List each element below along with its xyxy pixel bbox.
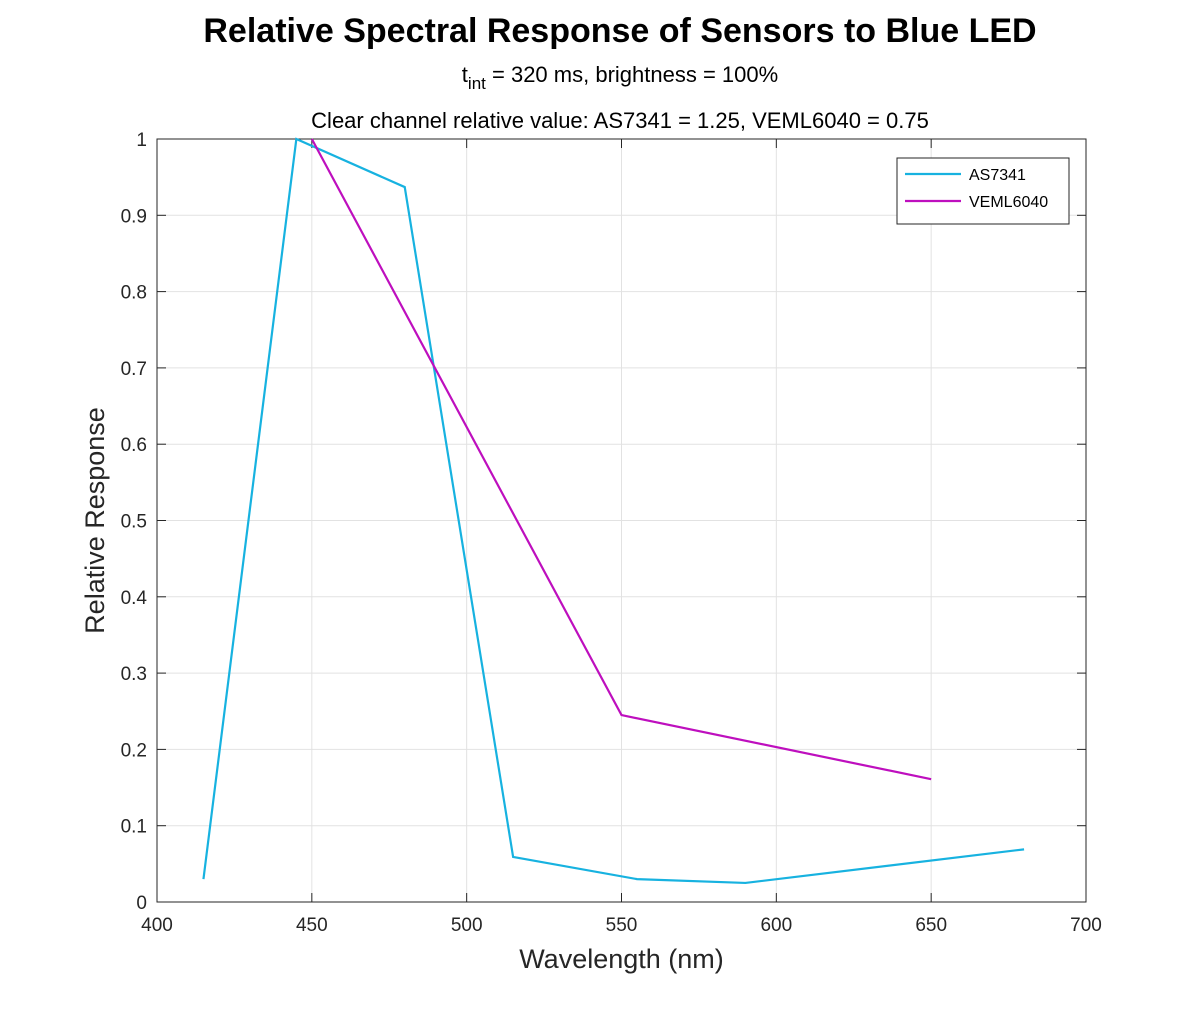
y-tick-label: 0.8 bbox=[121, 283, 147, 304]
y-tick-label: 1 bbox=[136, 130, 147, 151]
tick-marks bbox=[156, 138, 1087, 903]
grid-lines bbox=[157, 139, 1086, 902]
y-axis-label: Relative Response bbox=[80, 407, 110, 634]
legend-label: VEML6040 bbox=[969, 194, 1048, 211]
tick-labels: 400 450 500 550 600 650 700 0 0.1 0.2 0.3 0.4 0.5 0.6… bbox=[121, 130, 1102, 936]
y-tick-label: 0 bbox=[136, 893, 147, 914]
chart-title: Relative Spectral Response of Sensors to… bbox=[203, 12, 1037, 50]
series-line-as7341 bbox=[202, 137, 1025, 885]
y-tick-label: 0.1 bbox=[121, 817, 147, 838]
legend: AS7341 VEML6040 bbox=[896, 157, 1070, 225]
series-lines bbox=[202, 137, 1025, 885]
chart-subtitle-integration: tint = 320 ms, brightness = 100% bbox=[0, 62, 1200, 94]
x-tick-label: 550 bbox=[606, 915, 638, 936]
y-tick-label: 0.7 bbox=[121, 359, 147, 380]
y-tick-label: 0.4 bbox=[121, 588, 148, 609]
x-tick-label: 700 bbox=[1070, 915, 1102, 936]
x-tick-label: 500 bbox=[451, 915, 483, 936]
y-tick-label: 0.9 bbox=[121, 206, 147, 227]
y-tick-label: 0.5 bbox=[121, 512, 147, 533]
subtitle-int-subscript: int bbox=[467, 74, 486, 93]
x-tick-label: 450 bbox=[296, 915, 328, 936]
legend-label: AS7341 bbox=[969, 167, 1026, 184]
x-tick-label: 650 bbox=[915, 915, 947, 936]
chart-subtitle-clear-channel: Clear channel relative value: AS7341 = 1… bbox=[311, 108, 929, 133]
legend-box bbox=[896, 157, 1070, 225]
x-axis-label: Wavelength (nm) bbox=[519, 944, 724, 974]
x-tick-label: 600 bbox=[760, 915, 792, 936]
y-tick-label: 0.6 bbox=[121, 435, 147, 456]
y-tick-label: 0.3 bbox=[121, 664, 147, 685]
x-tick-label: 400 bbox=[141, 915, 173, 936]
subtitle-t: t bbox=[461, 62, 468, 87]
series-line-veml6040 bbox=[310, 138, 932, 781]
y-tick-label: 0.2 bbox=[121, 740, 147, 761]
subtitle-rest: = 320 ms, brightness = 100% bbox=[485, 62, 779, 87]
